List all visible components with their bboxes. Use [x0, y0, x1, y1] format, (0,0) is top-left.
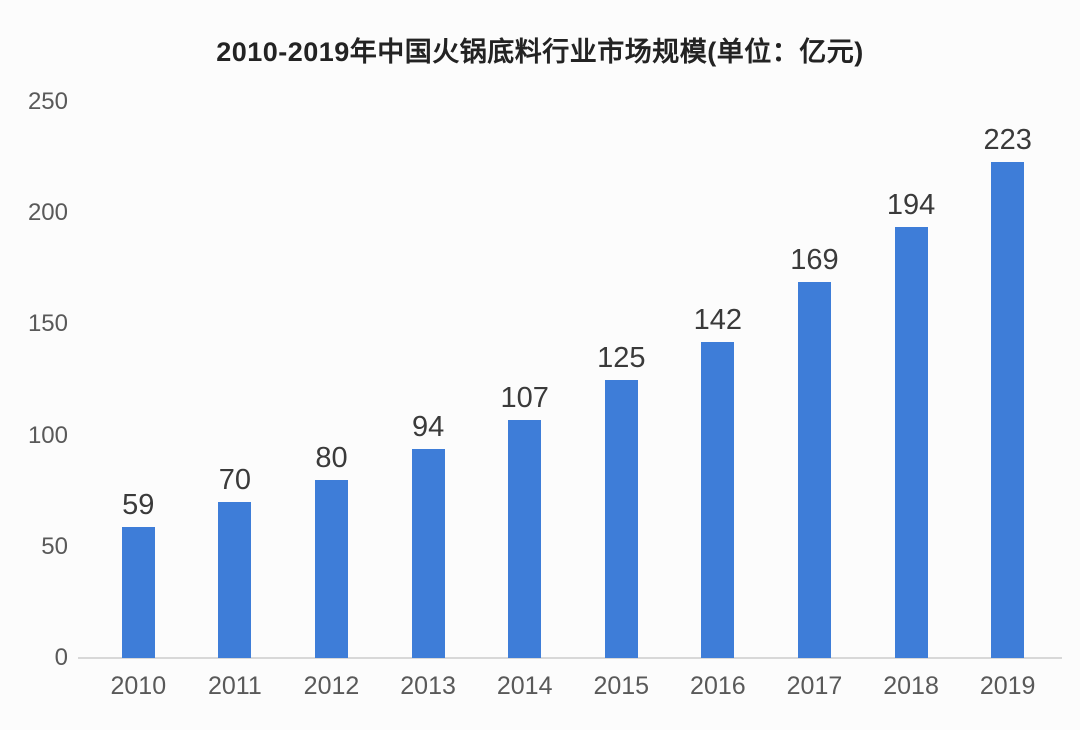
- bar-2016: [701, 342, 735, 658]
- x-tick-label: 2013: [400, 672, 456, 700]
- x-tick-label: 2017: [786, 672, 843, 700]
- bar-2015: [604, 380, 638, 658]
- bar-slot-2010: 59: [90, 102, 187, 658]
- bar-slot-2018: 194: [863, 102, 960, 658]
- bar-value-label: 80: [315, 442, 348, 475]
- bar-slot-2015: 125: [573, 102, 670, 658]
- bar-2011: [218, 502, 252, 658]
- bar-slot-2017: 169: [766, 102, 863, 658]
- x-tick-label: 2019: [979, 672, 1036, 700]
- x-axis-labels: 2010 2011 2012 2013 2014 2015 2016 2017 2018 2019: [90, 672, 1056, 701]
- x-tick-label: 2012: [303, 672, 360, 700]
- bar-2014: [508, 420, 542, 658]
- bar-value-label: 194: [886, 188, 936, 221]
- bar-slot-2019: 223: [959, 102, 1056, 658]
- y-tick-label: 200: [27, 199, 68, 227]
- y-tick-label: 0: [54, 644, 68, 671]
- y-tick-label: 150: [27, 310, 68, 338]
- bar-value-label: 59: [122, 488, 155, 521]
- bar-2019: [991, 162, 1025, 658]
- chart-title: 2010-2019年中国火锅底料行业市场规模(单位：亿元): [216, 37, 864, 67]
- y-tick-label: 250: [27, 88, 68, 115]
- bar-value-label: 70: [218, 464, 252, 497]
- x-axis-line: [78, 657, 1062, 659]
- bar-2010: [121, 526, 155, 658]
- bar-2013: [411, 448, 445, 658]
- y-tick-label: 50: [41, 532, 68, 560]
- bar-2017: [797, 282, 831, 658]
- bar-value-label: 94: [411, 410, 445, 443]
- bar-slot-2013: 94: [380, 102, 477, 658]
- bar-slot-2016: 142: [670, 102, 767, 658]
- x-tick-label: 2016: [690, 672, 746, 700]
- bar-value-label: 142: [693, 304, 743, 337]
- plot-area: 59 70 80 94 107 125 142 169 194 223: [90, 102, 1056, 658]
- x-tick-label: 2014: [496, 672, 553, 700]
- bar-value-label: 125: [597, 342, 646, 374]
- bar-2018: [894, 226, 928, 658]
- bar-value-label: 107: [500, 382, 549, 415]
- x-tick-label: 2010: [110, 672, 167, 700]
- x-tick-label: 2015: [593, 672, 650, 700]
- x-tick-label: 2011: [208, 672, 262, 700]
- bar-value-label: 223: [983, 124, 1032, 157]
- x-tick-label: 2018: [883, 672, 939, 700]
- bar-slot-2014: 107: [476, 102, 573, 658]
- bar-value-label: 169: [790, 244, 839, 277]
- bars-container: 59 70 80 94 107 125 142 169 194 223: [90, 102, 1056, 658]
- y-tick-label: 100: [27, 421, 68, 449]
- bar-2012: [314, 480, 348, 658]
- bar-slot-2011: 70: [187, 102, 284, 658]
- bar-slot-2012: 80: [283, 102, 380, 658]
